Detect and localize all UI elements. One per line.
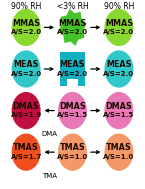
Text: A/S=2.0: A/S=2.0 [11, 71, 42, 77]
Circle shape [59, 93, 86, 129]
Text: A/S=1.5: A/S=1.5 [57, 112, 88, 119]
Text: MEAS: MEAS [13, 60, 39, 69]
Text: DMAS: DMAS [13, 102, 39, 111]
Text: A/S=2.0: A/S=2.0 [103, 29, 134, 35]
Text: A/S=2.0: A/S=2.0 [57, 29, 88, 35]
Circle shape [12, 134, 40, 170]
Polygon shape [60, 53, 85, 85]
Text: TMAS: TMAS [13, 143, 39, 153]
Circle shape [105, 51, 133, 87]
Text: DMAS: DMAS [106, 102, 132, 111]
Circle shape [59, 134, 86, 170]
Text: DMA: DMA [41, 131, 57, 137]
Text: MMAS: MMAS [12, 19, 40, 28]
Text: MMAS: MMAS [105, 19, 133, 28]
Circle shape [12, 51, 40, 87]
Text: DMAS: DMAS [59, 102, 86, 111]
Text: 90% RH: 90% RH [11, 2, 41, 11]
Text: TMAS: TMAS [106, 143, 132, 153]
Circle shape [105, 9, 133, 45]
Text: MEAS: MEAS [106, 60, 132, 69]
Circle shape [105, 93, 133, 129]
Text: A/S=2.0: A/S=2.0 [57, 71, 88, 77]
Text: A/S=1.5: A/S=1.5 [103, 112, 134, 119]
Text: 90% RH: 90% RH [104, 2, 134, 11]
Text: A/S=2.0: A/S=2.0 [11, 29, 42, 35]
Text: TMAS: TMAS [60, 143, 85, 153]
Text: A/S=1.7: A/S=1.7 [10, 154, 42, 160]
Text: MMAS: MMAS [58, 19, 87, 28]
Text: A/S=2.0: A/S=2.0 [103, 71, 134, 77]
Text: TMA: TMA [42, 173, 57, 179]
Circle shape [12, 9, 40, 45]
Text: MEAS: MEAS [60, 60, 85, 69]
Text: A/S=1.0: A/S=1.0 [103, 154, 135, 160]
Text: A/S=1.9: A/S=1.9 [10, 112, 42, 119]
Polygon shape [58, 9, 87, 46]
Circle shape [105, 134, 133, 170]
Text: A/S=1.0: A/S=1.0 [57, 154, 88, 160]
Text: <3% RH: <3% RH [57, 2, 88, 11]
Circle shape [12, 93, 40, 129]
